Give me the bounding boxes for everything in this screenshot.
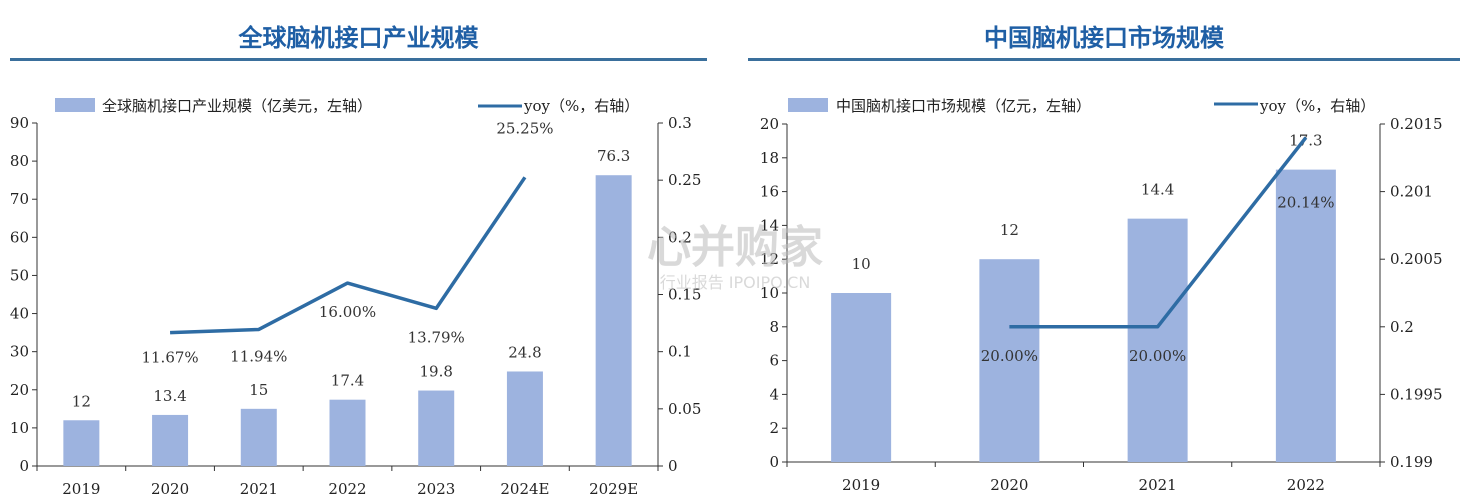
left-chart-y-right-tick-label: 0 bbox=[668, 457, 678, 475]
left-chart-bar-label-2024E: 24.8 bbox=[508, 343, 541, 361]
left-chart-x-tick-label: 2024E bbox=[500, 480, 549, 498]
left-chart-yoy-label-2023: 13.79% bbox=[408, 328, 465, 346]
right-chart-y-right-tick-label: 0.2015 bbox=[1390, 115, 1443, 133]
right-chart-y-right-tick-label: 0.2 bbox=[1390, 318, 1414, 336]
left-chart-title: 全球脑机接口产业规模 bbox=[238, 23, 479, 52]
left-chart: 0 10 20 30 40 50 60 70 80 90 0 0.05 0.1 0.15 0.2 0.25 0.… bbox=[10, 114, 702, 498]
right-chart-y-left-tick-label: 20 bbox=[760, 115, 779, 133]
left-chart-bar-label-2021: 15 bbox=[249, 381, 268, 399]
right-chart-y-left-tick-label: 6 bbox=[769, 352, 779, 370]
right-chart-x-tick-label: 2022 bbox=[1287, 476, 1325, 494]
left-legend-line-label: yoy（%，右轴） bbox=[523, 97, 639, 115]
left-chart-x-tick-label: 2023 bbox=[417, 480, 455, 498]
right-title-rule bbox=[748, 58, 1460, 61]
right-chart-y-right-tick-label: 0.1995 bbox=[1390, 385, 1443, 403]
right-chart-bar-label-2021: 14.4 bbox=[1141, 181, 1174, 199]
left-chart-y-right-tick-label: 0.05 bbox=[668, 400, 701, 418]
left-chart-y-left-tick-label: 30 bbox=[10, 343, 29, 361]
left-chart-y-left-tick-label: 50 bbox=[10, 266, 29, 284]
left-chart-y-right-tick-label: 0.25 bbox=[668, 171, 701, 189]
left-chart-bar-label-2029E: 76.3 bbox=[597, 147, 630, 165]
right-chart-bar-2021 bbox=[1127, 218, 1188, 462]
right-chart-bar-2022 bbox=[1275, 169, 1336, 462]
left-chart-yoy-label-2024E: 25.25% bbox=[496, 119, 553, 137]
left-chart-yoy-line bbox=[170, 176, 527, 335]
left-chart-bar-2029E bbox=[595, 175, 632, 466]
right-chart-bar-2020 bbox=[979, 259, 1040, 462]
right-chart-y-left-tick-label: 8 bbox=[769, 318, 779, 336]
left-chart-y-left-tick-label: 70 bbox=[10, 190, 29, 208]
right-chart-y-left-tick-label: 18 bbox=[760, 149, 779, 167]
watermark-main: 心并购家 bbox=[647, 222, 823, 273]
right-chart-yoy-label-2022: 20.14% bbox=[1277, 194, 1334, 212]
left-chart-y-right-tick-label: 0.3 bbox=[668, 114, 692, 132]
right-chart-y-left-tick-label: 2 bbox=[769, 419, 779, 437]
right-chart-x-tick-label: 2019 bbox=[842, 476, 880, 494]
left-chart-x-tick-label: 2020 bbox=[151, 480, 189, 498]
left-chart-y-left-tick-label: 90 bbox=[10, 114, 29, 132]
left-chart-y-left-tick-label: 40 bbox=[10, 305, 29, 323]
left-chart-x-tick-label: 2021 bbox=[240, 480, 278, 498]
right-legend-line-label: yoy（%，右轴） bbox=[1259, 97, 1375, 115]
right-chart-x-tick-label: 2021 bbox=[1139, 476, 1177, 494]
right-chart-yoy-label-2020: 20.00% bbox=[981, 347, 1038, 365]
right-chart-bar-label-2022: 17.3 bbox=[1289, 132, 1322, 150]
left-chart-y-left-tick-label: 60 bbox=[10, 228, 29, 246]
left-chart-x-tick-label: 2029E bbox=[589, 480, 638, 498]
left-chart-bar-label-2023: 19.8 bbox=[420, 363, 453, 381]
watermark-sub: 行业报告 IPOIPO.CN bbox=[660, 273, 811, 292]
left-chart-bar-label-2022: 17.4 bbox=[331, 372, 364, 390]
right-chart-yoy-label-2021: 20.00% bbox=[1129, 347, 1186, 365]
left-chart-bar-2021 bbox=[240, 408, 277, 466]
left-chart-bar-label-2019: 12 bbox=[72, 392, 91, 410]
left-chart-yoy-label-2022: 16.00% bbox=[319, 303, 376, 321]
left-chart-x-tick-label: 2022 bbox=[328, 480, 366, 498]
right-chart-bar-label-2019: 10 bbox=[852, 255, 871, 273]
right-chart-y-left-tick-label: 12 bbox=[760, 250, 779, 268]
right-chart-y-left-tick-label: 4 bbox=[769, 385, 779, 403]
left-chart-y-right-tick-label: 0.2 bbox=[668, 228, 692, 246]
left-chart-y-left-tick-label: 0 bbox=[19, 457, 29, 475]
left-legend-bar-swatch bbox=[55, 98, 95, 112]
left-chart-y-left-tick-label: 80 bbox=[10, 152, 29, 170]
right-chart-x-tick-label: 2020 bbox=[990, 476, 1028, 494]
left-title-rule bbox=[10, 58, 707, 61]
left-chart-yoy-label-2021: 11.94% bbox=[230, 347, 287, 365]
left-legend-bar-label: 全球脑机接口产业规模（亿美元，左轴） bbox=[102, 97, 372, 115]
left-chart-x-tick-label: 2019 bbox=[62, 480, 100, 498]
left-chart-bar-2020 bbox=[152, 414, 189, 466]
left-chart-bar-2019 bbox=[63, 420, 100, 466]
left-chart-yoy-label-2020: 11.67% bbox=[141, 349, 198, 367]
right-chart-y-right-tick-label: 0.201 bbox=[1390, 183, 1433, 201]
right-chart-y-left-tick-label: 16 bbox=[760, 183, 779, 201]
left-chart-y-right-tick-label: 0.15 bbox=[668, 286, 701, 304]
left-chart-bar-2023 bbox=[418, 390, 455, 466]
right-legend-bar-swatch bbox=[788, 98, 828, 112]
right-chart-bar-2019 bbox=[831, 293, 892, 462]
left-chart-bar-2024E bbox=[506, 371, 543, 466]
right-chart-yoy-line bbox=[1009, 136, 1308, 329]
right-chart: 0 2 4 6 8 10 12 14 16 18 20 0.199 0.1995 0.2 0.2005 0.2… bbox=[760, 115, 1443, 494]
left-chart-y-left-tick-label: 10 bbox=[10, 419, 29, 437]
right-chart-y-right-tick-label: 0.199 bbox=[1390, 453, 1433, 471]
right-chart-y-left-tick-label: 14 bbox=[760, 216, 779, 234]
left-chart-bar-label-2020: 13.4 bbox=[153, 387, 186, 405]
right-chart-title: 中国脑机接口市场规模 bbox=[984, 23, 1224, 52]
right-chart-y-left-tick-label: 0 bbox=[769, 453, 779, 471]
right-legend-bar-label: 中国脑机接口市场规模（亿元，左轴） bbox=[836, 97, 1091, 115]
left-chart-y-left-tick-label: 20 bbox=[10, 381, 29, 399]
left-chart-y-right-tick-label: 0.1 bbox=[668, 343, 692, 361]
right-chart-y-right-tick-label: 0.2005 bbox=[1390, 250, 1443, 268]
right-chart-bar-label-2020: 12 bbox=[1000, 221, 1019, 239]
right-chart-y-left-tick-label: 10 bbox=[760, 284, 779, 302]
left-chart-bar-2022 bbox=[329, 399, 366, 466]
